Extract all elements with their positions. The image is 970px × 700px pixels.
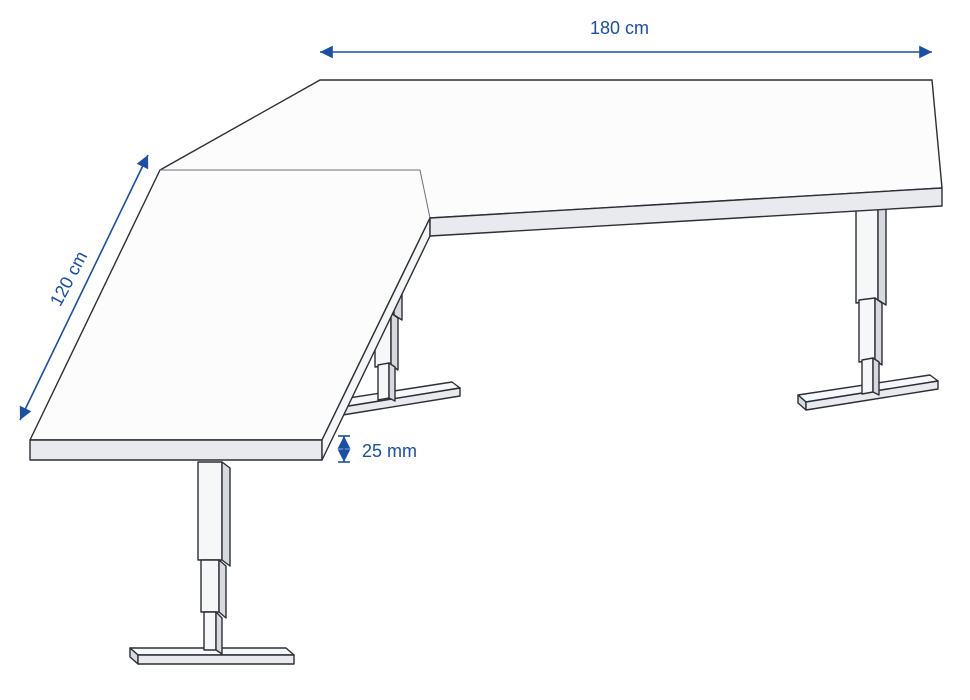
tabletop-top-surface — [30, 80, 942, 440]
dimension-line-thickness — [338, 436, 350, 462]
diagram-stage: 180 cm 120 cm 25 mm — [0, 0, 970, 700]
leg-rear-right — [798, 197, 938, 410]
tabletop-edge-left-front — [30, 440, 322, 460]
leg-front-left — [130, 462, 294, 664]
desk-diagram — [0, 0, 970, 700]
dimension-label-thickness: 25 mm — [362, 441, 417, 462]
dimension-label-width: 180 cm — [590, 18, 649, 39]
